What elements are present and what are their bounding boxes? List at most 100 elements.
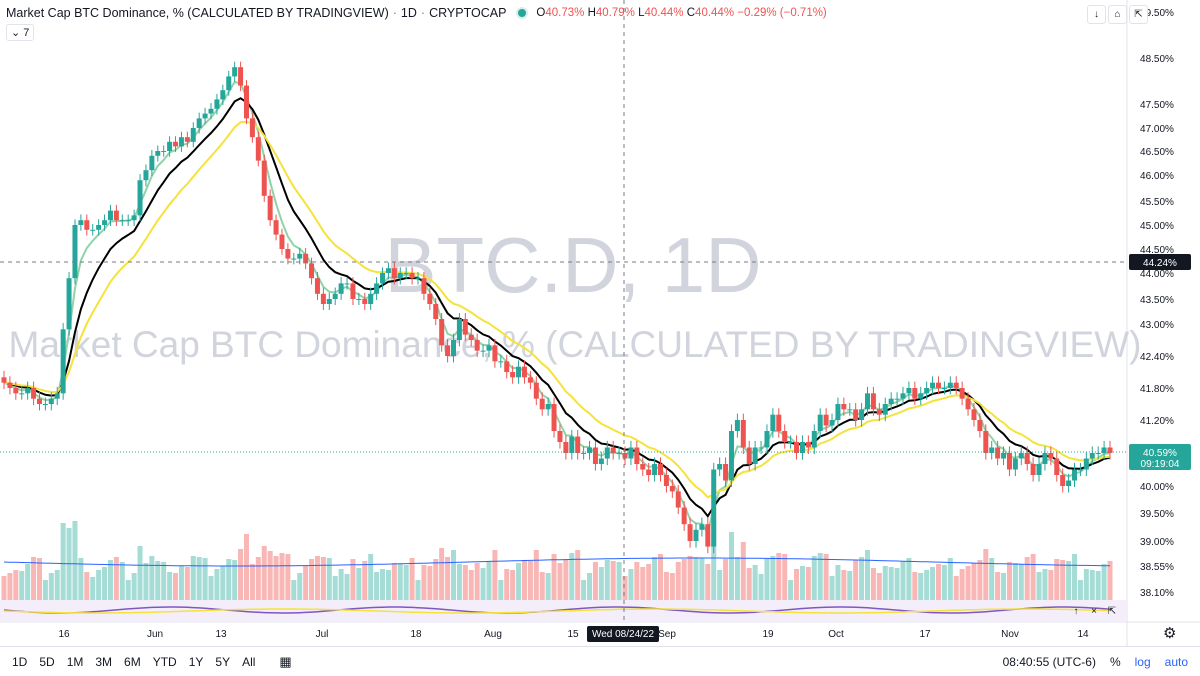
volume-bar	[255, 557, 261, 600]
candle-body	[930, 382, 936, 388]
volume-bar	[450, 550, 456, 600]
candle-body	[498, 361, 504, 363]
volume-bar	[439, 548, 445, 600]
gear-icon[interactable]: ⚙	[1163, 625, 1177, 642]
timeframe-button[interactable]: 3M	[95, 654, 113, 669]
candle-body	[693, 529, 699, 541]
log-toggle[interactable]: log	[1134, 654, 1151, 669]
timeframe-button[interactable]: 1Y	[188, 654, 204, 669]
auto-toggle[interactable]: auto	[1164, 654, 1188, 669]
candle-body	[977, 420, 983, 431]
candle-body	[66, 278, 72, 330]
candle-body	[72, 225, 78, 279]
candle-body	[368, 293, 374, 304]
volume-bar	[190, 556, 196, 600]
time-tick-label: Nov	[1001, 629, 1019, 640]
volume-bar	[13, 570, 19, 600]
candle-body	[557, 431, 563, 442]
price-tick-label: 44.00%	[1140, 269, 1174, 280]
interval-label[interactable]: 1D	[400, 6, 417, 20]
volume-bar	[267, 551, 273, 600]
volume-bar	[1018, 564, 1024, 600]
volume-bar	[634, 562, 640, 600]
timeframe-button[interactable]: 6M	[124, 654, 141, 669]
volume-bar	[504, 569, 510, 600]
clock-readout[interactable]: 08:40:55 (UTC-6)	[1002, 654, 1096, 669]
volume-bar	[78, 558, 84, 600]
volume-ma-line	[3, 557, 1110, 567]
crosshair-price-label: 44.24%	[1143, 258, 1177, 269]
volume-bar	[498, 580, 504, 600]
candle-body	[723, 464, 729, 481]
volume-bar	[1101, 564, 1107, 600]
candle-body	[551, 404, 557, 431]
volume-bar	[604, 560, 610, 600]
volume-bar	[728, 532, 734, 600]
time-tick-label: 17	[919, 629, 931, 640]
volume-bar	[882, 566, 888, 600]
calendar-icon[interactable]: ▦	[279, 653, 292, 669]
volume-bar	[143, 563, 149, 600]
timeframe-button[interactable]: 5D	[39, 654, 55, 669]
price-tick-label: 46.50%	[1140, 147, 1174, 158]
candle-body	[403, 273, 409, 274]
candle-body	[102, 220, 108, 225]
timeframe-button[interactable]: 1D	[12, 654, 28, 669]
candle-body	[25, 388, 31, 394]
percent-toggle[interactable]: %	[1109, 654, 1121, 669]
volume-bar	[723, 559, 729, 600]
volume-bar	[847, 571, 853, 600]
volume-bar	[214, 569, 220, 600]
volume-bar	[581, 580, 587, 600]
candle-body	[196, 118, 202, 128]
volume-bar	[107, 560, 113, 600]
crosshair-date-label: Wed 08/24/22	[592, 629, 655, 640]
candle-body	[941, 388, 947, 389]
volume-bar	[226, 559, 232, 600]
timeframe-button[interactable]: 1M	[66, 654, 84, 669]
time-tick-label: Sep	[658, 629, 676, 640]
candle-body	[486, 345, 492, 351]
volume-bar	[391, 563, 397, 600]
volume-bar	[681, 559, 687, 600]
collapse-icon[interactable]: ⇱	[1129, 5, 1148, 24]
volume-bar	[592, 562, 598, 600]
candle-body	[894, 398, 900, 400]
lock-icon[interactable]: ⌂	[1108, 5, 1127, 24]
timeframe-button[interactable]: YTD	[152, 654, 177, 669]
volume-bar	[865, 550, 871, 600]
candle-body	[48, 398, 54, 404]
price-tick-label: 40.00%	[1140, 482, 1174, 493]
volume-bar	[894, 568, 900, 600]
chart-canvas[interactable]: 49.50% 48.50% 47.50% 47.00% 46.50% 46.00% 45.5…	[0, 0, 1200, 646]
indicators-toggle[interactable]: ⌄ 7	[6, 24, 35, 41]
volume-bar	[693, 557, 699, 600]
close-icon[interactable]: ×	[1091, 605, 1097, 617]
candle-body	[675, 491, 681, 508]
arrow-up-icon[interactable]: ↑	[1073, 605, 1079, 617]
price-tick-label: 46.00%	[1140, 171, 1174, 182]
timeframe-button[interactable]: 5Y	[215, 654, 231, 669]
volume-bar	[912, 572, 918, 600]
arrow-down-icon[interactable]: ↓	[1087, 5, 1106, 24]
volume-bar	[350, 559, 356, 600]
volume-bar	[734, 557, 740, 600]
volume-bar	[19, 571, 25, 600]
timeframe-button[interactable]: All	[242, 654, 256, 669]
candle-body	[1060, 475, 1066, 486]
collapse-icon[interactable]: ⇱	[1107, 605, 1117, 617]
candle-body	[935, 382, 941, 388]
volume-bar	[510, 570, 516, 600]
candle-body	[214, 99, 220, 109]
price-axis-bg	[1127, 0, 1200, 646]
price-tick-label: 45.50%	[1140, 197, 1174, 208]
candle-body	[711, 469, 717, 547]
candle-body	[208, 108, 214, 114]
volume-bar	[462, 565, 468, 600]
volume-bar	[184, 567, 190, 600]
candle-body	[232, 67, 238, 77]
volume-bar	[320, 557, 326, 600]
candle-body	[314, 278, 320, 294]
candle-body	[859, 409, 865, 420]
volume-bar	[149, 556, 155, 600]
